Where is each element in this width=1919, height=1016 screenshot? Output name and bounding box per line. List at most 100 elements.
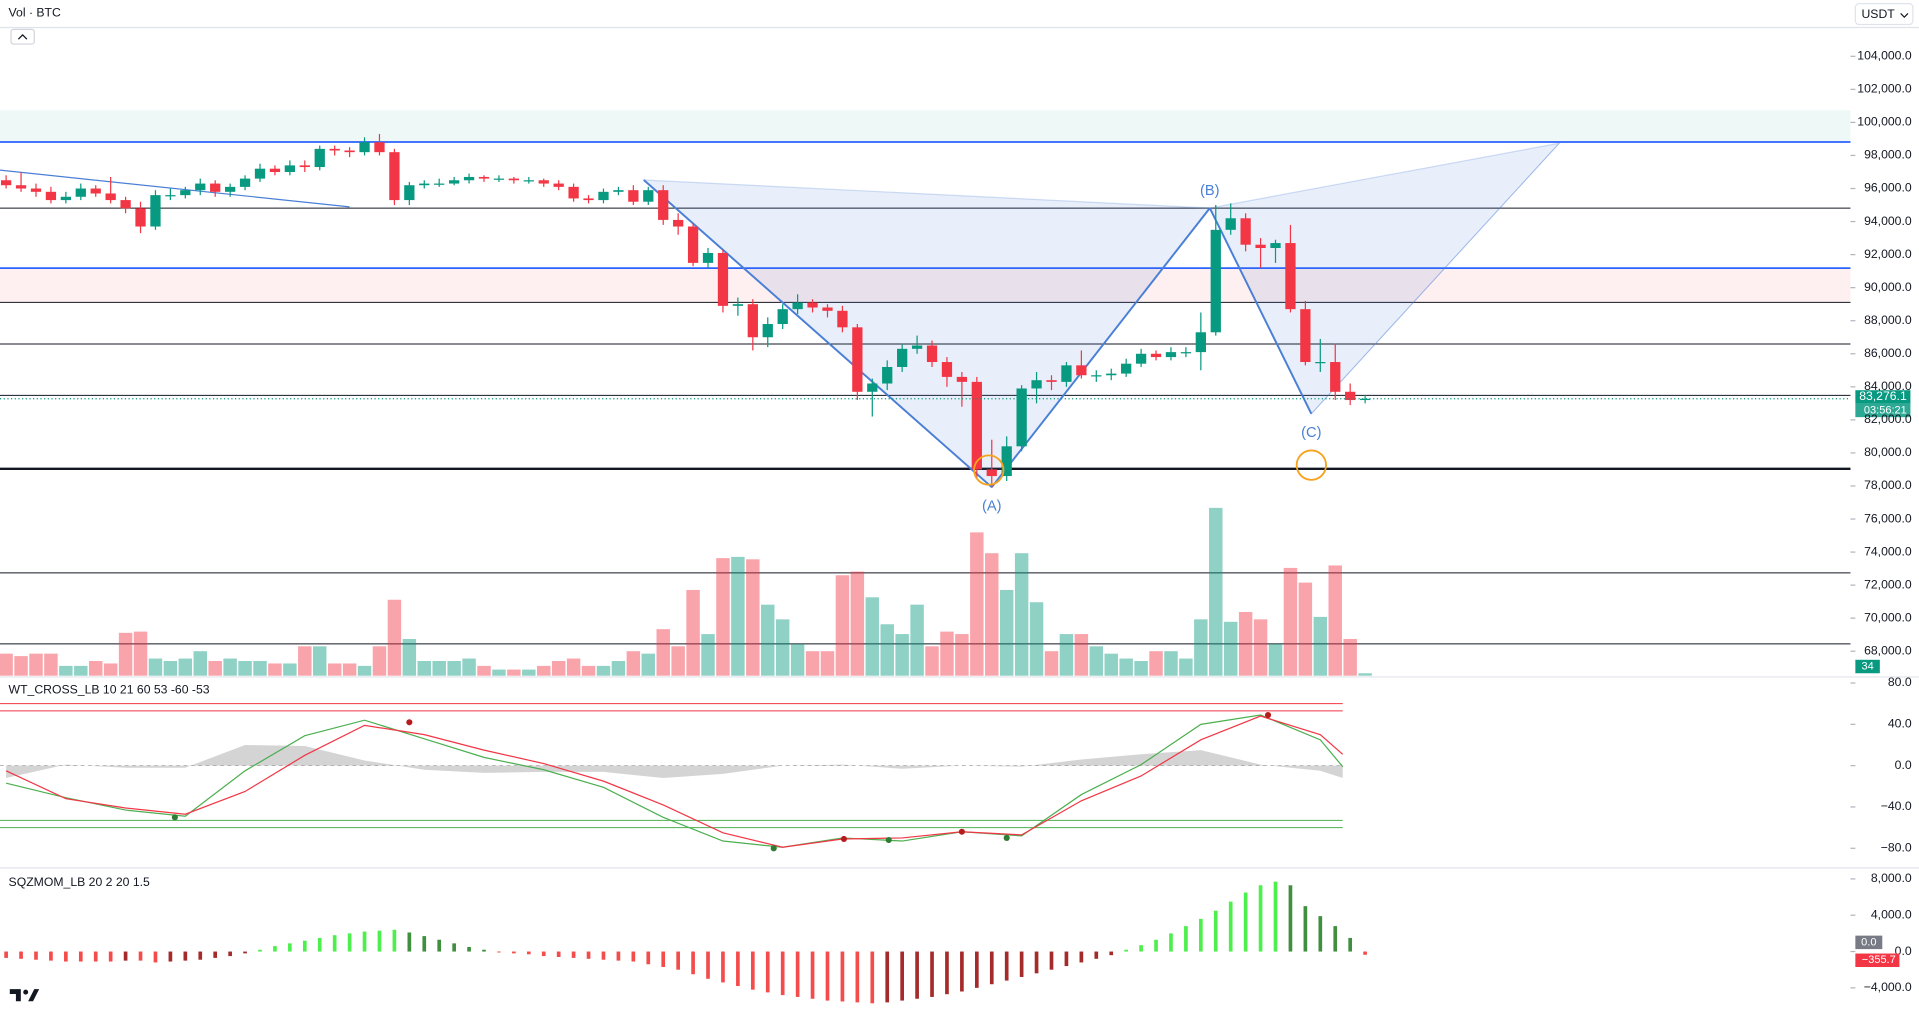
candle-body [30, 188, 42, 192]
volume-bar [775, 619, 790, 676]
volume-bar [14, 656, 28, 676]
volume-bar [731, 556, 745, 676]
momentum-bar [1184, 926, 1188, 952]
price-zone [0, 110, 1851, 142]
momentum-bar [1049, 951, 1054, 970]
volume-bar [551, 661, 566, 676]
volume-bar [1238, 612, 1253, 676]
candle-body [986, 469, 997, 477]
momentum-bar [541, 951, 546, 957]
volume-bar [1268, 643, 1283, 676]
volume-bar [462, 658, 476, 676]
momentum-bar [1124, 949, 1129, 952]
volume-bar [820, 651, 835, 676]
candle-body [478, 176, 490, 179]
volume-bar [581, 665, 596, 676]
y-tick-label: 78,000.0 [1864, 478, 1912, 492]
y-tick-label: 74,000.0 [1864, 544, 1912, 558]
y-tick-label: 90,000.0 [1864, 280, 1912, 294]
momentum-bar [302, 940, 307, 952]
volume-bar [88, 661, 103, 676]
momentum-bar [1303, 906, 1308, 952]
candle-body [1285, 243, 1296, 310]
volume-bar [29, 653, 43, 676]
candle-body [210, 183, 221, 192]
volume-bar [1149, 651, 1163, 676]
momentum-bar [795, 951, 800, 997]
volume-bar [1358, 673, 1372, 676]
cross-dot [406, 719, 413, 726]
cross-dot [840, 835, 847, 843]
candle-body [150, 195, 161, 227]
volume-bar [298, 646, 312, 676]
candle-body [1180, 352, 1192, 354]
volume-bar [611, 661, 626, 676]
momentum-bar [1243, 892, 1248, 952]
volume-bar [641, 653, 656, 676]
volume-bar [1253, 619, 1268, 676]
momentum-bar [885, 951, 890, 1003]
momentum-bar [78, 951, 83, 962]
volume-bar [1298, 582, 1313, 676]
candle-body [882, 366, 893, 384]
cross-dot [885, 836, 892, 844]
candle-body [687, 226, 699, 263]
trendline [0, 169, 350, 208]
momentum-bar [960, 951, 964, 992]
indicator-title: SQZMOM_LB 20 2 20 1.5 [9, 875, 150, 889]
volume-bar [148, 658, 163, 676]
volume-bar [342, 663, 357, 676]
candle-body [926, 345, 938, 363]
momentum-bar [870, 951, 875, 1004]
y-tick-label: 80,000.0 [1864, 445, 1912, 459]
volume-bar [1328, 565, 1342, 676]
momentum-bar [631, 951, 636, 962]
candle-body [1076, 365, 1087, 376]
candle-body [1135, 353, 1147, 364]
volume-bar [746, 559, 760, 676]
volume-bar [1209, 507, 1223, 676]
candle-body [1240, 218, 1251, 245]
candle-body [1106, 373, 1117, 376]
momentum-bar [661, 951, 666, 967]
momentum-bar [198, 951, 203, 960]
momentum-bar [780, 951, 785, 996]
momentum-value-label: −355.7 [1862, 954, 1896, 966]
last-price-box [1855, 390, 1911, 404]
pattern-label: (B) [1200, 183, 1220, 199]
candle-body [583, 198, 594, 201]
logo-part [23, 989, 29, 995]
volume-bar [1014, 553, 1029, 676]
candle-body [1255, 244, 1266, 249]
candle-body [105, 193, 116, 201]
momentum-bar [1199, 918, 1203, 952]
momentum-bar [1139, 945, 1143, 952]
candle-body [1270, 243, 1281, 249]
volume-bar [686, 589, 700, 676]
momentum-bar [1363, 951, 1367, 955]
volume-bar [507, 669, 521, 676]
chart-title: Vol · BTC [9, 6, 61, 20]
volume-bar [357, 665, 372, 676]
currency-button[interactable] [1854, 3, 1914, 26]
momentum-bar [1273, 881, 1278, 952]
volume-bar [925, 646, 939, 676]
volume-bar [596, 665, 611, 676]
candle-body [374, 142, 385, 153]
candle-body [0, 180, 12, 186]
cross-dot [171, 814, 178, 821]
candle-body [553, 183, 564, 187]
volume-bar [1343, 638, 1357, 676]
momentum-bar [183, 951, 188, 961]
y-tick-label: 86,000.0 [1864, 346, 1912, 360]
collapse-button[interactable] [10, 28, 35, 45]
momentum-bar [1169, 933, 1173, 952]
momentum-bar [1258, 885, 1263, 952]
volume-bar [1134, 661, 1148, 676]
candle-body [777, 309, 788, 325]
momentum-bar [1094, 951, 1099, 959]
momentum-bar [601, 951, 606, 960]
momentum-bar [646, 951, 651, 965]
momentum-bar [586, 951, 591, 959]
momentum-bar [691, 951, 695, 975]
